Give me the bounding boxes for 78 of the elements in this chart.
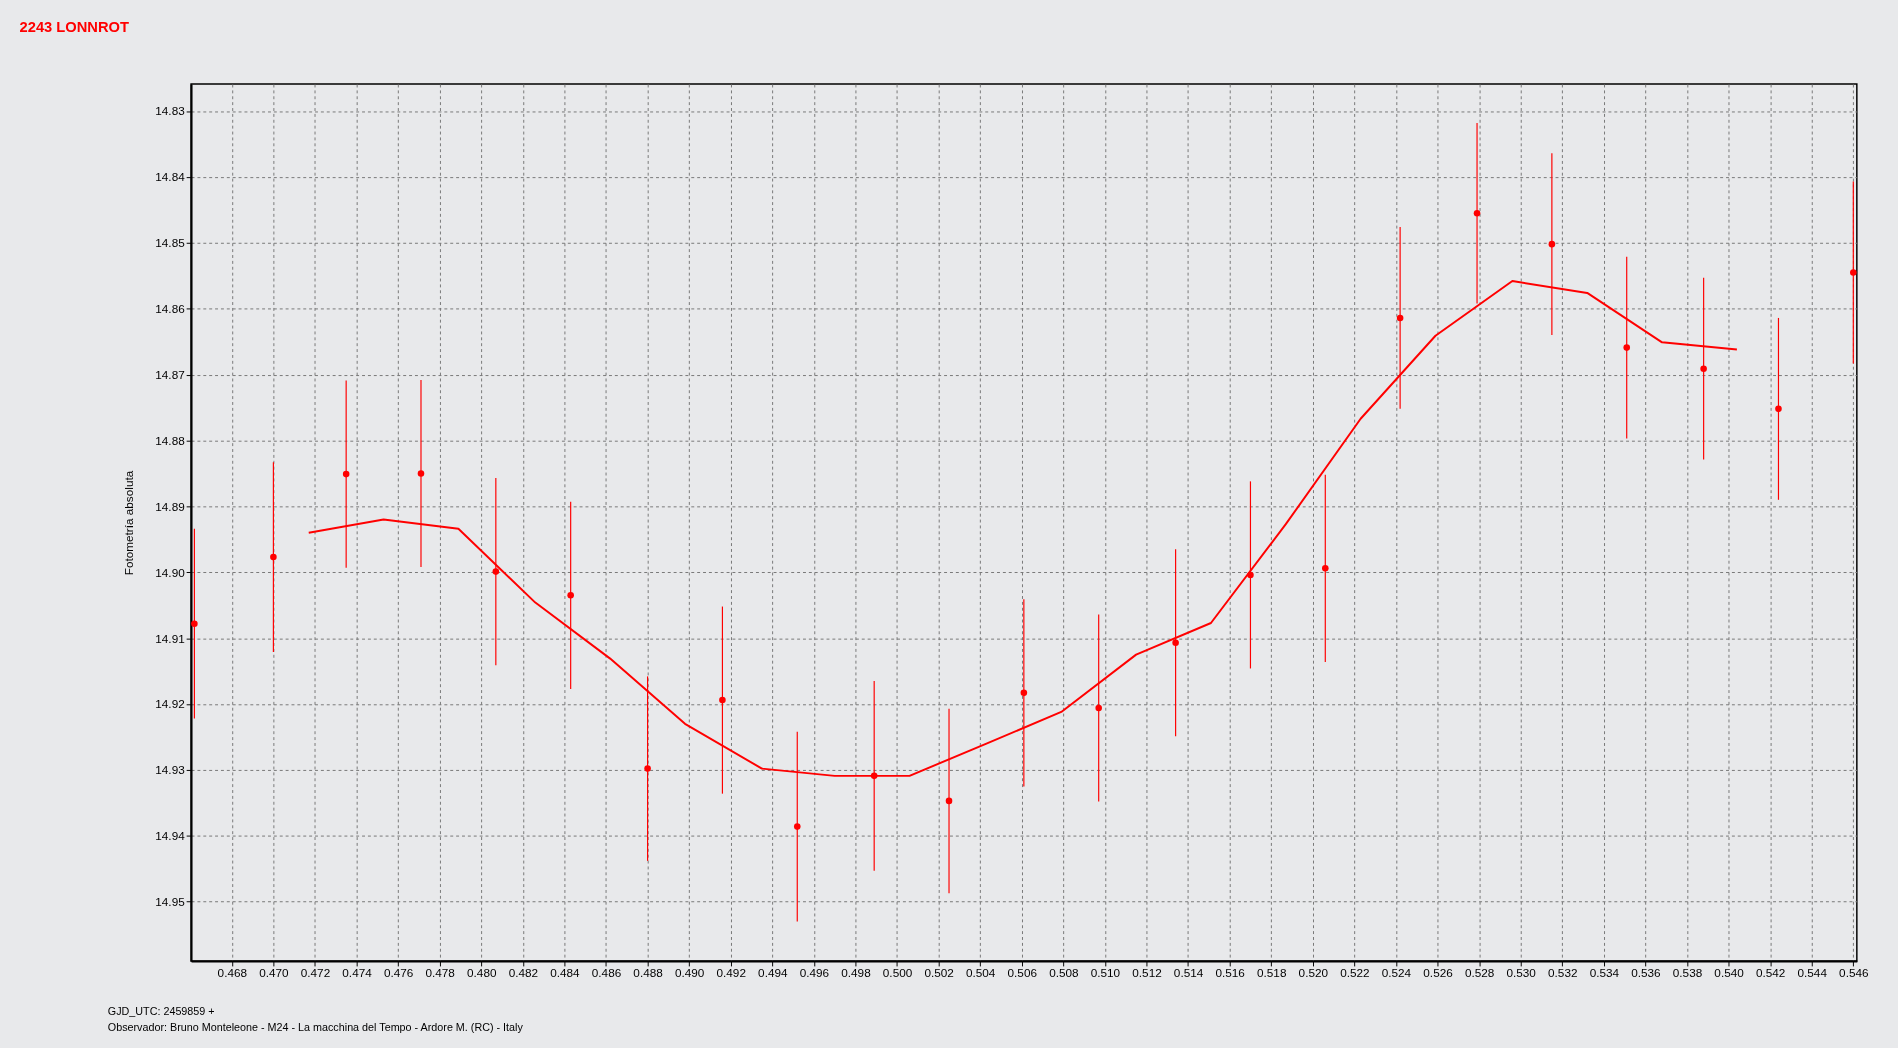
point [1020,689,1028,697]
x-tick-label: 0.522 [1340,966,1370,980]
x-tick-label: 0.488 [633,966,664,980]
x-tick-label: 0.536 [1631,966,1662,980]
x-tick-label: 0.476 [383,966,414,980]
x-tick-label: 0.496 [799,966,830,980]
point [644,765,651,772]
x-tick-label: 0.524 [1381,966,1412,980]
point [1396,314,1404,322]
x-tick-label: 0.546 [1839,966,1869,980]
x-tick-label: 0.540 [1714,966,1745,980]
text: GJD_UTC: 2459859 + [107,1004,215,1017]
x-tick-label: 0.480 [467,966,497,980]
x-tick-label: 0.478 [425,966,456,980]
x-tick-label: 0.544 [1797,966,1828,980]
point [191,620,198,627]
point [417,470,425,477]
y-tick-label: 14.85 [155,236,186,250]
y-axis-title: Fotometría absoluta [121,470,135,576]
x-tick-label: 0.472 [300,966,331,980]
x-tick-label: 0.506 [1007,966,1038,980]
point [567,592,574,599]
x-tick-label: 0.538 [1672,966,1703,980]
y-tick-label: 14.95 [155,895,186,909]
point [1172,639,1179,647]
x-tick-label: 0.484 [550,966,581,980]
point [1473,209,1481,217]
x-tick-label: 0.492 [716,966,746,980]
x-tick-label: 0.494 [758,966,788,980]
y-tick-label: 14.92 [155,697,185,711]
point [1700,365,1707,372]
x-tick-label: 0.498 [841,966,872,980]
x-tick-label: 0.504 [965,966,996,980]
x-tick-label: 0.474 [342,966,373,980]
y-tick-label: 14.90 [155,565,186,579]
y-tick-label: 14.87 [155,368,185,382]
y-tick-label: 14.93 [155,763,186,777]
point [793,823,801,830]
x-tick-label: 0.490 [674,966,705,980]
text: Observador: Bruno Monteleone - M24 - La macchina del Tempo - Ardore M. (RC) - Italy [107,1020,524,1033]
x-tick-label: 0.508 [1049,966,1080,980]
x-tick-label: 0.470 [259,966,290,980]
x-tick-label: 0.528 [1464,966,1495,980]
x-tick-label: 0.512 [1132,966,1162,980]
y-tick-label: 14.91 [155,631,185,645]
point [1623,344,1630,351]
point [945,797,953,805]
point [492,568,500,575]
point [719,696,726,704]
point [342,470,350,478]
x-tick-label: 0.468 [217,966,248,980]
x-tick-label: 0.516 [1215,966,1246,980]
point [1775,405,1782,413]
x-tick-label: 0.534 [1589,966,1620,980]
x-tick-label: 0.526 [1423,966,1454,980]
x-tick-label: 0.542 [1755,966,1786,980]
x-tick-label: 0.514 [1173,966,1204,980]
point [1548,240,1556,248]
y-tick-label: 14.88 [155,433,186,447]
x-tick-label: 0.532 [1548,966,1578,980]
point [270,553,277,561]
y-tick-label: 14.84 [155,170,186,184]
x-tick-label: 0.518 [1257,966,1287,980]
x-tick-label: 0.482 [508,966,539,980]
y-tick-label: 14.83 [155,104,186,118]
y-tick-label: 14.89 [155,499,185,513]
x-tick-label: 0.500 [882,966,913,980]
y-tick-label: 14.86 [155,302,186,316]
x-tick-label: 0.510 [1090,966,1121,980]
point [1322,565,1329,572]
y-tick-label: 14.94 [155,829,186,843]
x-tick-label: 0.502 [924,966,954,980]
x-tick-label: 0.520 [1298,966,1329,980]
x-tick-label: 0.530 [1506,966,1537,980]
text: 2243 LONNROT [19,19,129,36]
point [1095,704,1102,712]
x-tick-label: 0.486 [591,966,622,980]
point [1850,269,1857,276]
